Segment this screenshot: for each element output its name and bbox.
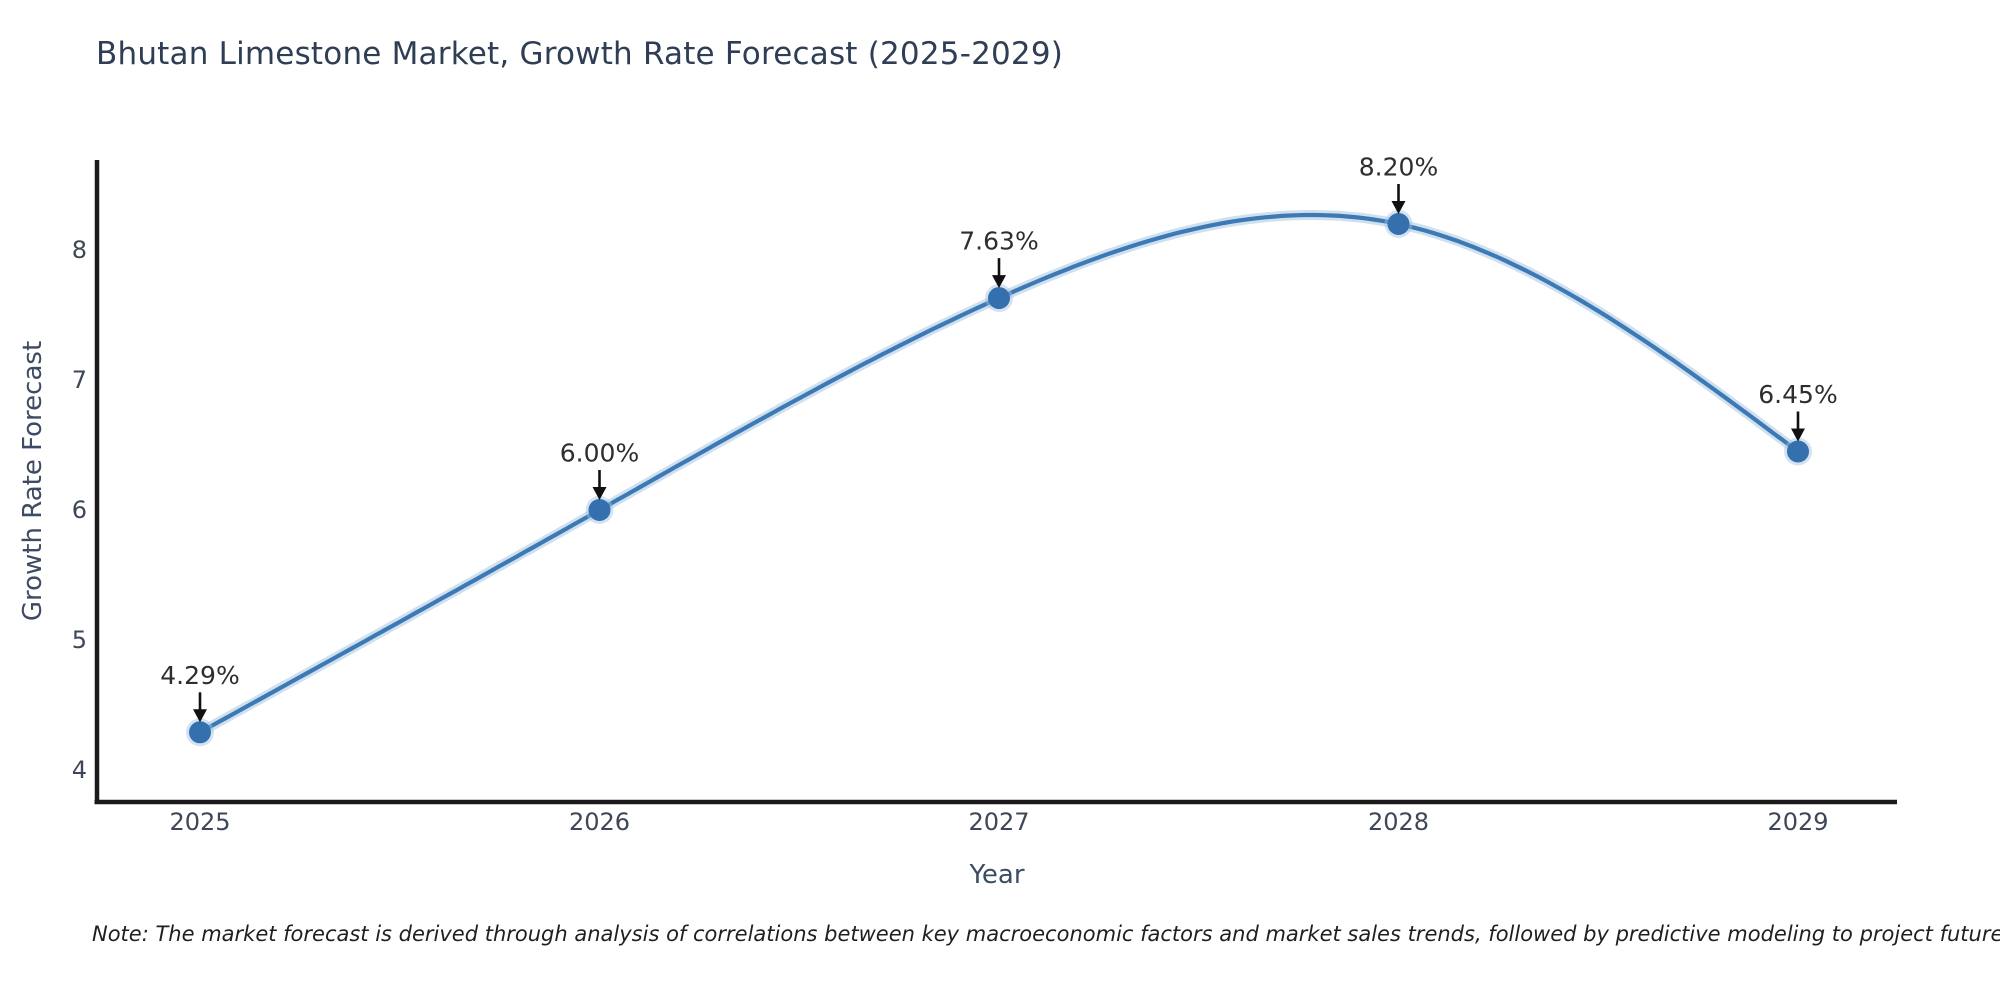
annotation-arrowhead-icon [1791,428,1805,442]
annotation-value-label: 7.63% [959,227,1038,256]
footnote: Note: The market forecast is derived thr… [92,922,2000,946]
annotation-value-label: 6.45% [1758,380,1837,409]
data-point-2028 [1387,213,1410,235]
y-tick-label: 6 [72,496,87,524]
y-tick-label: 7 [72,366,87,394]
point-annotations: 4.29% 6.00% 7.63% 8.20% 6.45% [160,153,1838,723]
data-point-2025 [189,721,211,744]
annotation-arrowhead-icon [592,487,607,500]
chart-title: Bhutan Limestone Market, Growth Rate For… [96,36,1064,72]
y-tick-label: 4 [72,756,87,784]
y-tick-label: 8 [72,236,87,264]
annotation-arrowhead-icon [992,275,1006,289]
y-axis-title: Growth Rate Forecast [18,341,48,621]
data-point-2026 [588,499,611,521]
data-point-2027 [988,287,1010,310]
x-axis-tick-labels: 2025 2026 2027 2028 2029 [169,808,1828,836]
x-tick-label: 2027 [968,808,1029,836]
annotation-value-label: 4.29% [160,661,239,690]
y-tick-label: 5 [72,626,87,654]
axis-titles: Year Growth Rate Forecast [18,341,1025,890]
annotation-value-label: 6.00% [560,439,639,468]
x-tick-label: 2028 [1368,808,1429,836]
annotation-arrowhead-icon [193,709,207,723]
y-axis-tick-labels: 4 5 6 7 8 [72,236,87,784]
x-tick-label: 2029 [1767,808,1828,836]
annotation-arrowhead-icon [1391,201,1406,214]
axis-spines [94,160,1897,805]
annotation-value-label: 8.20% [1359,153,1438,182]
x-axis-title: Year [968,860,1024,890]
x-tick-label: 2026 [569,808,630,836]
data-point-markers [186,210,1812,747]
x-tick-label: 2025 [169,808,230,836]
data-point-2029 [1787,440,1809,463]
